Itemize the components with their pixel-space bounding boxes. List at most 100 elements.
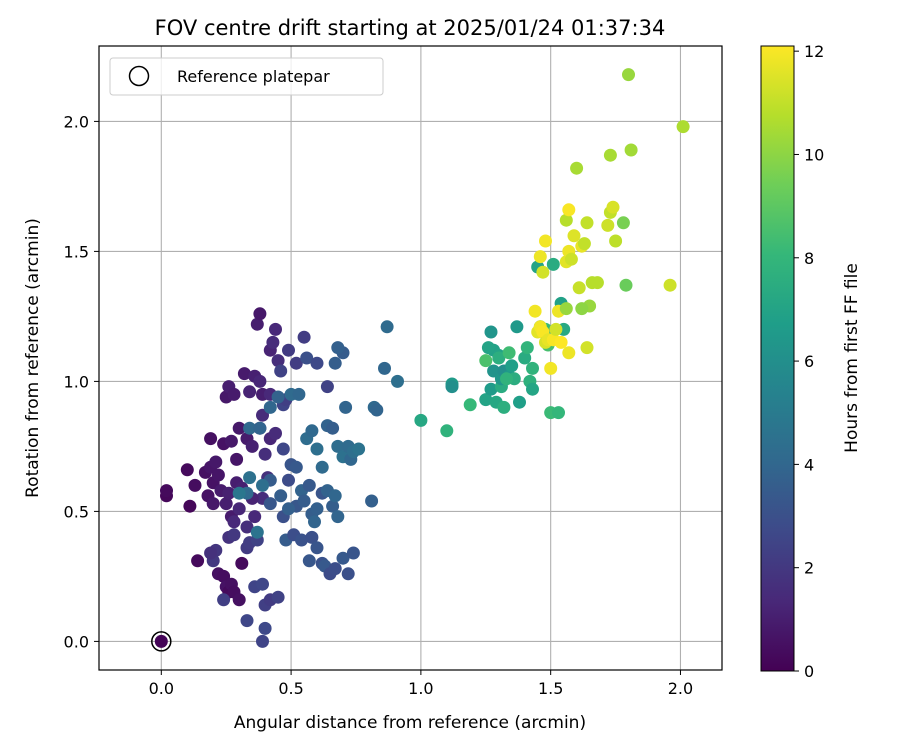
data-point — [315, 460, 329, 474]
data-point — [609, 234, 623, 248]
data-point — [331, 510, 345, 524]
grid-lines — [99, 46, 722, 670]
data-point — [440, 424, 454, 438]
data-point — [222, 486, 236, 500]
data-point — [601, 218, 615, 232]
data-point — [232, 502, 246, 516]
data-point — [552, 406, 565, 420]
data-point — [580, 341, 594, 355]
y-tick-label: 1.0 — [64, 372, 89, 391]
data-point — [510, 320, 524, 334]
data-point — [160, 484, 173, 498]
data-point — [520, 341, 534, 355]
data-point — [414, 413, 428, 427]
data-point — [554, 335, 568, 349]
colorbar-tick-label: 2 — [804, 559, 814, 578]
data-point — [346, 546, 360, 560]
data-point — [209, 455, 223, 469]
data-point — [269, 426, 282, 440]
data-point — [237, 367, 251, 381]
data-point — [250, 317, 264, 331]
data-point — [663, 278, 677, 292]
data-point — [567, 229, 581, 243]
data-point — [484, 382, 498, 396]
data-point — [484, 325, 498, 339]
data-point — [513, 395, 526, 409]
data-point — [339, 400, 353, 414]
data-point — [331, 341, 345, 355]
data-point — [256, 634, 269, 648]
data-point — [502, 346, 516, 360]
data-point — [481, 341, 495, 355]
data-point — [289, 356, 303, 370]
data-point — [500, 372, 513, 386]
data-point — [518, 351, 532, 365]
data-point — [305, 530, 319, 544]
data-point — [204, 432, 218, 446]
data-point — [370, 403, 384, 417]
legend-box — [109, 57, 384, 96]
data-point — [240, 614, 254, 628]
data-point — [378, 361, 391, 375]
data-point — [305, 424, 319, 438]
x-tick-label: 2.0 — [668, 679, 693, 698]
data-point — [243, 471, 257, 485]
legend-label-reference: Reference platepar — [177, 67, 330, 86]
data-point — [232, 486, 246, 500]
data-point — [310, 502, 324, 516]
data-point — [232, 421, 246, 435]
data-point — [302, 478, 316, 492]
data-point — [544, 361, 558, 375]
data-point — [266, 335, 280, 349]
data-point — [539, 234, 552, 248]
data-point — [546, 257, 560, 271]
data-point — [219, 497, 233, 511]
data-point — [526, 361, 539, 375]
data-point — [274, 489, 288, 503]
x-tick-label: 1.0 — [408, 679, 433, 698]
data-point — [352, 442, 366, 456]
data-point — [479, 354, 493, 368]
colorbar — [760, 45, 795, 672]
reference-platepar-marker — [151, 631, 172, 652]
data-point — [263, 497, 277, 511]
data-point — [224, 434, 238, 448]
data-point — [258, 447, 272, 461]
data-point — [562, 203, 576, 217]
data-point — [211, 468, 225, 482]
data-point — [526, 382, 539, 396]
reference-marker-group — [151, 631, 172, 652]
data-point — [331, 439, 345, 453]
data-point — [300, 351, 314, 365]
data-point — [479, 393, 493, 407]
data-point — [180, 463, 194, 477]
data-point — [282, 502, 295, 516]
y-tick-label: 2.0 — [64, 112, 89, 131]
data-point — [463, 398, 477, 412]
data-point — [528, 304, 542, 318]
data-point — [624, 143, 638, 157]
data-point — [533, 250, 547, 264]
y-axis-ticks: 0.0 0.5 1.0 1.5 2.0 — [64, 112, 99, 651]
data-point — [559, 302, 573, 316]
data-point — [256, 478, 269, 492]
data-point — [603, 148, 617, 162]
data-point — [445, 380, 459, 394]
data-point — [258, 621, 272, 635]
data-point — [227, 515, 241, 529]
data-point — [549, 322, 563, 336]
data-point — [191, 554, 205, 568]
data-point — [575, 302, 589, 316]
colorbar-tick-label: 0 — [804, 662, 814, 681]
data-point — [590, 276, 604, 290]
data-point — [391, 374, 404, 388]
data-point — [232, 593, 246, 607]
data-point — [562, 346, 576, 360]
data-point — [616, 216, 630, 230]
data-point — [227, 387, 241, 401]
data-point — [154, 634, 168, 648]
data-point — [326, 499, 340, 513]
y-tick-label: 0.5 — [64, 502, 89, 521]
data-point — [336, 551, 350, 565]
